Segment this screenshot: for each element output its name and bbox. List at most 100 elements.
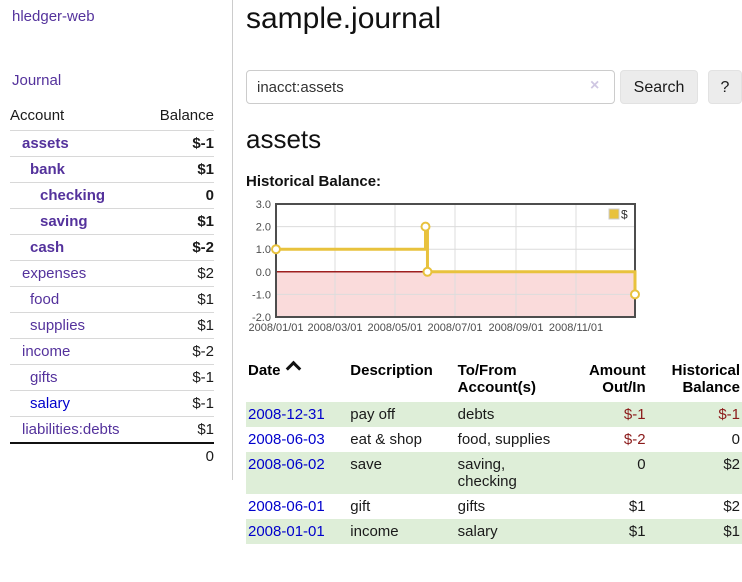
page-title: sample.journal (246, 2, 442, 35)
transaction-description: pay off (350, 406, 396, 423)
account-heading: assets (246, 124, 322, 154)
sidebar-account-link[interactable]: checking (40, 187, 106, 204)
search-button[interactable]: Search (620, 70, 698, 104)
x-tick-label: 2008/07/01 (427, 322, 482, 334)
sidebar-accounts-body: assets $-1 bank $1 checking 0 saving $1 cash $-2 e… (10, 130, 214, 443)
transaction-row: 2008-06-03 eat & shop food, supplies $-2 0 (246, 427, 742, 452)
x-tick-label: 2008/03/01 (307, 322, 362, 334)
transaction-amount: $-1 (623, 406, 646, 423)
x-tick-label: 2008/09/01 (488, 322, 543, 334)
transaction-date-cell: 2008-06-03 (246, 427, 348, 452)
date-column-header[interactable]: Date (246, 358, 348, 402)
sidebar-account-link[interactable]: salary (30, 395, 71, 412)
account-balance: $-1 (146, 390, 214, 417)
sidebar-account-link[interactable]: cash (30, 239, 65, 256)
search-input[interactable] (246, 70, 615, 104)
sidebar-item-journal[interactable]: Journal (12, 72, 62, 89)
account-row: supplies $1 (10, 312, 214, 339)
transaction-date-link[interactable]: 2008-06-02 (248, 456, 325, 473)
account-balance: $-2 (146, 338, 214, 365)
account-row: checking 0 (10, 182, 214, 209)
sidebar-account-link[interactable]: expenses (22, 265, 87, 282)
clear-search-icon[interactable]: × (590, 77, 600, 94)
account-row: food $1 (10, 286, 214, 313)
transaction-amount: $1 (628, 523, 646, 540)
transaction-accounts: food, supplies (457, 431, 551, 448)
total-spacer (10, 442, 147, 469)
sidebar-account-link[interactable]: income (22, 343, 71, 360)
transaction-balance: $1 (723, 523, 740, 540)
transaction-amount: $1 (628, 498, 646, 515)
account-balance: $-2 (146, 234, 214, 261)
accounts-total-row: 0 (10, 442, 214, 469)
sidebar-account-link[interactable]: assets (22, 135, 69, 152)
account-balance: $1 (146, 156, 214, 183)
help-button[interactable]: ? (708, 70, 742, 104)
y-tick-label: 3.0 (256, 200, 271, 211)
sidebar-accounts-table: Account Balance assets $-1 bank $1 checking 0… (10, 104, 214, 469)
transaction-row: 2008-06-01 gift gifts $1 $2 (246, 494, 742, 519)
accounts-column-header-main: To/From Account(s) (457, 362, 536, 396)
y-tick-label: 1.0 (256, 244, 271, 256)
sidebar-account-link[interactable]: bank (30, 161, 66, 178)
transaction-amount: $-2 (623, 431, 646, 448)
account-balance: 0 (146, 182, 214, 209)
description-column-header: Description (350, 362, 433, 379)
account-balance: $1 (146, 312, 214, 339)
x-tick-label: 2008/01/01 (248, 322, 303, 334)
sidebar-account-link[interactable]: gifts (30, 369, 58, 386)
transaction-row: 2008-01-01 income salary $1 $1 (246, 519, 742, 544)
account-balance: $2 (146, 260, 214, 287)
amount-column-header: Amount Out/In (588, 362, 646, 396)
accounts-total-value: 0 (146, 442, 214, 469)
transaction-date-cell: 2008-06-02 (246, 452, 348, 494)
register-table: Date Description To/From Account(s) Amou… (246, 358, 742, 544)
y-tick-label: 2.0 (256, 222, 271, 234)
sidebar-account-link[interactable]: food (30, 291, 60, 308)
sidebar-account-link[interactable]: supplies (30, 317, 86, 334)
transaction-accounts: salary (457, 523, 498, 540)
transaction-description: save (350, 456, 382, 473)
account-row: income $-2 (10, 338, 214, 365)
x-tick-label: 2008/05/01 (367, 322, 422, 334)
sidebar: hledger-web Journal Account Balance asse… (0, 0, 232, 582)
account-row: bank $1 (10, 156, 214, 183)
account-row: cash $-2 (10, 234, 214, 261)
historical-balance-chart: $3.0 2.0 1.0 0.0 -1.0 -2.0 2008/01/01 2008/03/0… (246, 199, 646, 345)
account-row: expenses $2 (10, 260, 214, 287)
transaction-description: eat & shop (350, 431, 422, 448)
transaction-accounts: saving, checking (457, 456, 517, 490)
account-row: gifts $-1 (10, 364, 214, 391)
transaction-row: 2008-06-02 save saving, checking 0 $2 (246, 452, 742, 494)
transaction-date-cell: 2008-01-01 (246, 519, 348, 544)
sidebar-account-link[interactable]: liabilities:debts (22, 421, 120, 438)
account-row: saving $1 (10, 208, 214, 235)
legend-swatch-icon (608, 208, 620, 220)
chart-heading: Historical Balance: (246, 173, 382, 190)
transaction-date-link[interactable]: 2008-06-03 (248, 431, 325, 448)
transaction-date-link[interactable]: 2008-12-31 (248, 406, 325, 423)
transaction-date-link[interactable]: 2008-06-01 (248, 498, 325, 515)
account-balance: $1 (146, 416, 214, 443)
register-body: 2008-12-31 pay off debts $-1 $-1 2008-06-03 ea… (246, 402, 742, 544)
transaction-date-link[interactable]: 2008-01-01 (248, 523, 325, 540)
balance-column-header: Balance (159, 107, 214, 124)
transaction-balance: $2 (723, 498, 740, 515)
sort-ascending-icon (285, 360, 301, 377)
account-row: salary $-1 (10, 390, 214, 417)
account-balance: $1 (146, 208, 214, 235)
transaction-amount: 0 (637, 456, 646, 473)
y-tick-label: 0.0 (256, 267, 271, 279)
register-header-row: Date Description To/From Account(s) Amou… (246, 358, 742, 402)
transaction-balance: $2 (723, 456, 740, 473)
account-row: liabilities:debts $1 (10, 416, 214, 443)
sidebar-divider (232, 0, 233, 480)
transaction-date-cell: 2008-06-01 (246, 494, 348, 519)
sidebar-account-link[interactable]: saving (40, 213, 88, 230)
account-row: assets $-1 (10, 130, 214, 157)
app-title-link[interactable]: hledger-web (12, 8, 95, 25)
transaction-balance: 0 (731, 431, 740, 448)
transaction-description: income (350, 523, 399, 540)
transaction-accounts: debts (457, 406, 495, 423)
